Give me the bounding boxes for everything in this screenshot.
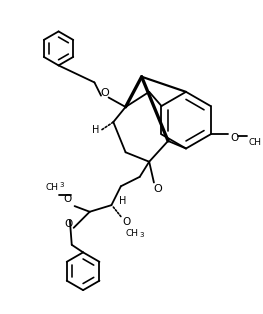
Text: CH: CH [126, 229, 139, 238]
Text: 3: 3 [139, 232, 144, 238]
Text: CH: CH [45, 183, 58, 192]
Text: H: H [119, 196, 127, 206]
Text: O: O [100, 88, 109, 98]
Text: 3: 3 [59, 182, 64, 188]
Text: O: O [122, 217, 131, 227]
Text: O: O [230, 133, 238, 143]
Text: CH: CH [249, 138, 261, 147]
Text: O: O [153, 184, 162, 194]
Text: O: O [64, 193, 72, 203]
Text: O: O [65, 219, 73, 229]
Text: 3: 3 [262, 138, 263, 144]
Text: H: H [92, 125, 99, 135]
